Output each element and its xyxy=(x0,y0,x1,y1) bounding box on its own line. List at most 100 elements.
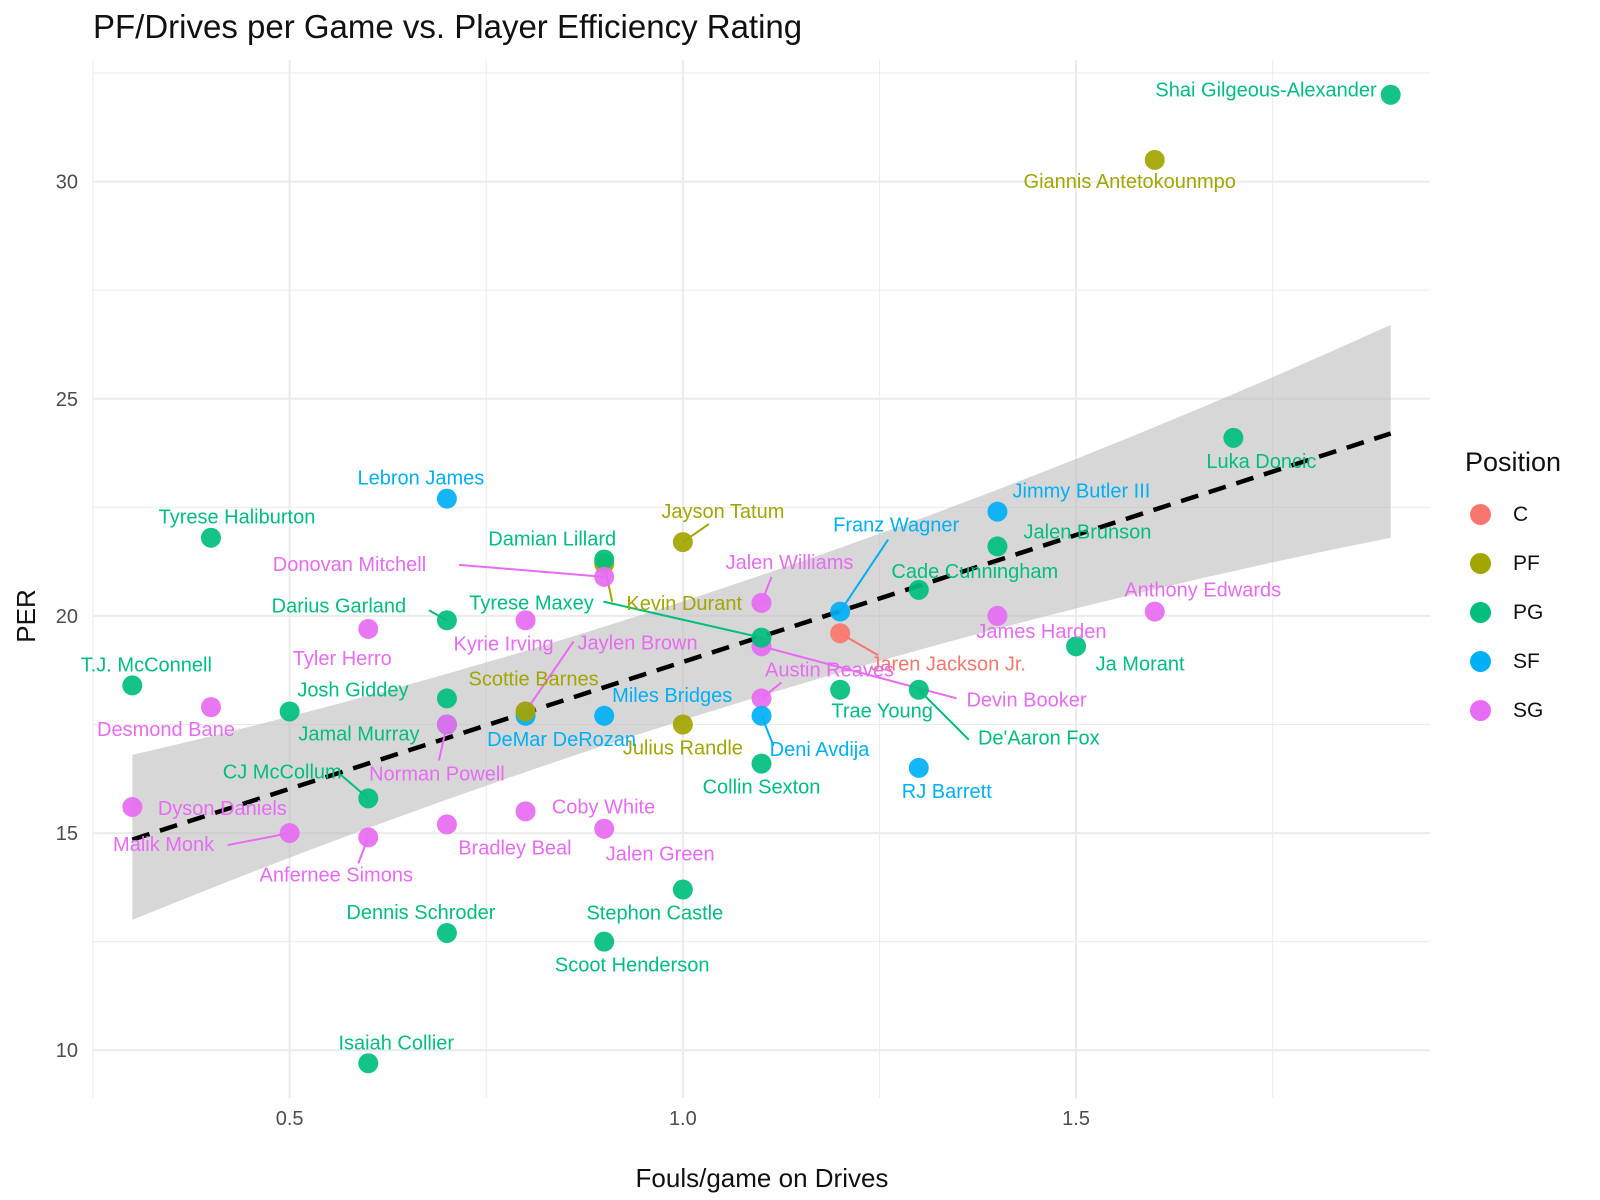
data-point xyxy=(987,605,1008,626)
data-point xyxy=(830,601,851,622)
legend-item: SF xyxy=(1465,637,1561,686)
legend-swatch xyxy=(1470,602,1491,623)
data-point xyxy=(358,1053,379,1074)
label-leader-line xyxy=(918,689,970,741)
data-point xyxy=(908,757,929,778)
point-label: Malik Monk xyxy=(113,834,215,856)
point-label: Norman Powell xyxy=(369,763,505,785)
x-tick-label: 1.0 xyxy=(669,1108,697,1130)
data-point xyxy=(436,610,457,631)
data-point xyxy=(751,705,772,726)
data-point xyxy=(515,610,536,631)
point-label: Franz Wagner xyxy=(833,515,959,537)
point-label: Deni Avdija xyxy=(770,739,871,761)
data-point xyxy=(515,801,536,822)
data-point xyxy=(908,579,929,600)
data-point xyxy=(751,627,772,648)
data-point xyxy=(751,592,772,613)
legend-swatch xyxy=(1470,553,1491,574)
point-label: Tyrese Maxey xyxy=(469,593,593,615)
data-point xyxy=(1144,149,1165,170)
trend-line xyxy=(131,431,1392,842)
point-label: Donovan Mitchell xyxy=(273,554,426,576)
point-label: Kevin Durant xyxy=(626,593,742,615)
data-point xyxy=(751,753,772,774)
point-label: Ja Morant xyxy=(1096,653,1185,675)
point-label: Dennis Schroder xyxy=(346,902,495,924)
point-label: Josh Giddey xyxy=(297,679,408,701)
data-point xyxy=(1144,601,1165,622)
point-label: Jaylen Brown xyxy=(578,632,698,654)
data-point xyxy=(279,823,300,844)
point-label: Austin Reaves xyxy=(765,659,894,681)
confidence-band-area xyxy=(132,324,1391,920)
data-point xyxy=(908,679,929,700)
data-point xyxy=(830,623,851,644)
point-label: Jayson Tatum xyxy=(661,501,784,523)
data-point xyxy=(594,566,615,587)
data-point xyxy=(436,714,457,735)
data-point xyxy=(987,501,1008,522)
data-point xyxy=(672,879,693,900)
point-label: Miles Bridges xyxy=(612,685,732,707)
y-tick-label: 10 xyxy=(56,1040,78,1062)
trend-line-path xyxy=(131,431,1392,842)
y-tick-label: 30 xyxy=(56,172,78,194)
data-point xyxy=(594,705,615,726)
point-label: Scottie Barnes xyxy=(469,668,599,690)
point-label: Giannis Antetokounmpo xyxy=(1024,171,1236,193)
data-point xyxy=(1223,427,1244,448)
legend-title: Position xyxy=(1465,447,1562,477)
legend-items: C PF PG SF SG xyxy=(1465,490,1561,735)
point-label: Jimmy Butler III xyxy=(1013,481,1151,503)
point-label: Jalen Brunson xyxy=(1024,521,1152,543)
y-tick-label: 15 xyxy=(56,823,78,845)
legend-label: C xyxy=(1513,502,1529,526)
point-label: RJ Barrett xyxy=(902,781,992,803)
data-point xyxy=(672,714,693,735)
data-point xyxy=(594,818,615,839)
point-label: Kyrie Irving xyxy=(454,633,554,655)
legend-swatch xyxy=(1470,504,1491,525)
point-label: Tyrese Haliburton xyxy=(159,507,316,529)
point-label: Jamal Murray xyxy=(298,723,419,745)
legend: Position C PF PG SF SG xyxy=(1465,447,1561,735)
label-leader-line xyxy=(603,600,762,639)
point-label: Scoot Henderson xyxy=(555,955,710,977)
point-label: Jalen Williams xyxy=(726,552,854,574)
point-label: Bradley Beal xyxy=(458,837,571,859)
legend-swatch xyxy=(1470,651,1491,672)
point-label: Lebron James xyxy=(358,468,485,490)
point-label: T.J. McConnell xyxy=(81,654,212,676)
data-point xyxy=(594,549,615,570)
data-point xyxy=(436,488,457,509)
point-label: Anfernee Simons xyxy=(260,864,413,886)
point-label: Isaiah Collier xyxy=(338,1032,454,1054)
legend-label: SF xyxy=(1513,649,1540,673)
point-label: Darius Garland xyxy=(272,595,407,617)
point-label: CJ McCollum xyxy=(223,761,342,783)
point-labels: Shai Gilgeous-Alexander Giannis Antetokou… xyxy=(81,80,1377,1055)
point-label: Devin Booker xyxy=(966,689,1086,711)
point-label: Stephon Castle xyxy=(586,903,723,925)
data-point xyxy=(436,814,457,835)
data-point xyxy=(987,536,1008,557)
point-label: Julius Randle xyxy=(623,737,743,759)
legend-label: PF xyxy=(1513,551,1540,575)
legend-item: C xyxy=(1465,490,1561,539)
point-label: Anthony Edwards xyxy=(1124,580,1281,602)
data-point xyxy=(751,688,772,709)
y-tick-label: 20 xyxy=(56,606,78,628)
label-leader-line xyxy=(459,563,605,578)
chart-title: PF/Drives per Game vs. Player Efficiency… xyxy=(93,8,803,45)
point-label: Collin Sexton xyxy=(703,777,821,799)
point-label: Coby White xyxy=(552,796,655,818)
legend-item: PG xyxy=(1465,588,1561,637)
data-point xyxy=(122,797,143,818)
point-label: Shai Gilgeous-Alexander xyxy=(1155,80,1377,102)
point-label: Damian Lillard xyxy=(488,528,616,550)
data-point xyxy=(279,701,300,722)
axis-ticks: 0.5 1.0 1.5 10 15 20 25 30 xyxy=(56,172,1090,1130)
data-point xyxy=(358,827,379,848)
